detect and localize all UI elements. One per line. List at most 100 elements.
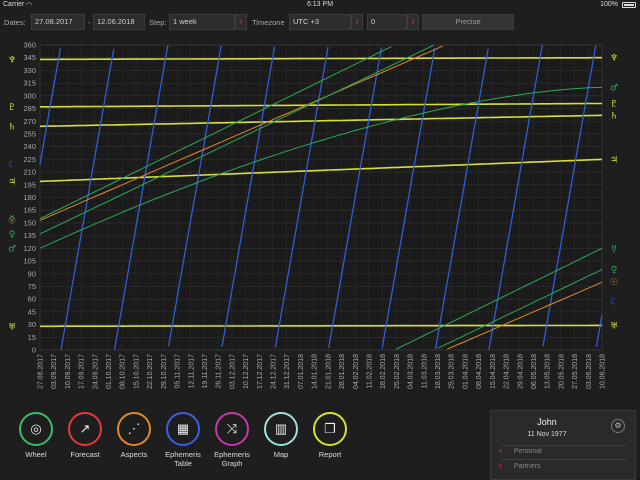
x-tick-label: 31.12.2017 [284, 354, 291, 389]
y-tick-label: 150 [23, 218, 36, 227]
nav-map-button[interactable]: ▥ Map [255, 412, 307, 459]
nav-label: Aspects [120, 450, 148, 459]
x-tick-label: 04.02.2018 [353, 354, 360, 389]
planet-glyph: ☿ [611, 244, 617, 254]
planet-glyph: ♀ [611, 266, 618, 276]
x-tick-label: 12.11.2017 [188, 354, 195, 389]
precise-button[interactable]: Precise [422, 14, 514, 30]
date-to-input[interactable]: 12.06.2018 [93, 14, 145, 30]
planet-glyph: ☉ [8, 216, 16, 226]
nav-label: Ephemeris Graph [214, 450, 250, 468]
profile-birth-date: 11 Nov 1977 [527, 431, 567, 438]
x-tick-label: 18.03.2018 [435, 354, 442, 389]
nav-aspects-button[interactable]: ⋰ Aspects [108, 412, 160, 459]
timezone-next-button[interactable]: › [351, 14, 363, 30]
profile-link-personal[interactable]: ‹ Personal [499, 445, 629, 455]
nav-ephemeris-graph-button[interactable]: ⤨ Ephemeris Graph [206, 412, 258, 468]
nav-report-button[interactable]: ❐ Report [304, 412, 356, 459]
x-tick-label: 15.04.2018 [490, 354, 497, 389]
series-line [39, 86, 602, 249]
toolbar: Dates: 27.08.2017 - 12.06.2018 Step: 1 w… [0, 12, 640, 34]
y-tick-label: 45 [28, 307, 36, 316]
offset-input[interactable]: 0 [367, 14, 407, 30]
planet-glyph: ♃ [8, 177, 16, 187]
x-tick-label: 13.05.2018 [545, 354, 552, 389]
y-tick-label: 330 [23, 66, 36, 75]
step-label: Step: [149, 18, 167, 27]
step-next-button[interactable]: › [235, 14, 247, 30]
y-tick-label: 285 [23, 104, 36, 113]
y-tick-label: 300 [23, 91, 36, 100]
profile-link-partners[interactable]: ‹ Partners [499, 460, 629, 470]
nav-wheel-button[interactable]: ◎ Wheel [10, 412, 62, 459]
divider [501, 445, 627, 446]
x-tick-label: 11.02.2018 [366, 354, 373, 389]
planet-glyph: ♂ [8, 244, 16, 254]
x-tick-label: 11.03.2018 [421, 354, 428, 389]
y-tick-label: 180 [23, 193, 36, 202]
wifi-icon: ◠ [26, 2, 33, 9]
nav-label: Wheel [25, 450, 47, 459]
x-tick-label: 28.01.2018 [339, 354, 346, 389]
x-tick-label: 10.09.2017 [65, 354, 72, 389]
x-tick-label: 04.03.2018 [408, 354, 415, 389]
x-tick-label: 06.05.2018 [531, 354, 538, 389]
nav-forecast-button[interactable]: ↗ Forecast [59, 412, 111, 459]
x-tick-label: 01.10.2017 [106, 354, 113, 389]
carrier-label: Carrier [3, 1, 25, 8]
profile-panel: John 11 Nov 1977 ⚙ ‹ Personal ‹ Partners [490, 410, 636, 480]
divider [501, 459, 627, 460]
planet-glyph: ♇ [8, 103, 16, 113]
planet-glyph: ♄ [8, 122, 16, 132]
series-line [39, 45, 603, 350]
x-tick-label: 25.02.2018 [394, 354, 401, 389]
step-select[interactable]: 1 week [169, 14, 235, 30]
x-tick-label: 08.10.2017 [120, 354, 127, 389]
series-line [39, 44, 603, 349]
x-tick-label: 08.04.2018 [476, 354, 483, 389]
timezone-label: Timezone [252, 18, 285, 27]
ephemeris-table-icon: ▦ [166, 412, 200, 446]
x-tick-label: 24.09.2017 [92, 354, 99, 389]
x-tick-label: 03.12.2017 [229, 354, 236, 389]
y-tick-label: 75 [28, 282, 36, 291]
series-line [39, 46, 603, 350]
timezone-select[interactable]: UTC +3 [289, 14, 351, 30]
x-tick-label: 29.04.2018 [517, 354, 524, 389]
x-tick-label: 22.10.2017 [147, 354, 154, 389]
aspects-icon: ⋰ [117, 412, 151, 446]
report-icon: ❐ [313, 412, 347, 446]
planet-glyph: ♄ [610, 111, 618, 121]
planet-glyph: ☾ [610, 298, 618, 308]
date-separator: - [88, 18, 91, 27]
x-tick-label: 14.01.2018 [312, 354, 319, 389]
ephemeris-graph: 0 15 30 45 60 75 90 105 120 135 150 165 180 195 210 225… [0, 36, 640, 406]
series-line [40, 56, 602, 61]
dates-label: Dates: [4, 18, 26, 27]
planet-glyph: ♆ [8, 55, 16, 65]
y-tick-label: 345 [23, 53, 36, 62]
wheel-icon: ◎ [19, 412, 53, 446]
y-tick-label: 210 [23, 168, 36, 177]
x-tick-label: 03.09.2017 [51, 354, 58, 389]
x-tick-label: 25.03.2018 [449, 354, 456, 389]
planet-glyph: ♃ [610, 155, 618, 165]
offset-next-button[interactable]: › [407, 14, 419, 30]
y-tick-label: 60 [28, 295, 36, 304]
date-from-input[interactable]: 27.08.2017 [31, 14, 85, 30]
nav-ephemeris-table-button[interactable]: ▦ Ephemeris Table [157, 412, 209, 468]
x-tick-label: 15.10.2017 [133, 354, 140, 389]
series-line [39, 158, 603, 183]
nav-label: Map [273, 450, 289, 459]
x-tick-label: 20.05.2018 [558, 354, 565, 389]
nav-label: Ephemeris Table [165, 450, 201, 468]
planet-glyph: ♅ [8, 322, 16, 332]
x-tick-label: 27.08.2017 [38, 354, 45, 389]
profile-link-label: Partners [514, 463, 541, 470]
y-tick-label: 90 [28, 269, 36, 278]
x-tick-label: 03.06.2018 [586, 354, 593, 389]
settings-icon[interactable]: ⚙ [611, 419, 625, 433]
nav-label: Report [318, 450, 342, 459]
y-tick-label: 30 [28, 320, 36, 329]
x-tick-label: 10.12.2017 [243, 354, 250, 389]
